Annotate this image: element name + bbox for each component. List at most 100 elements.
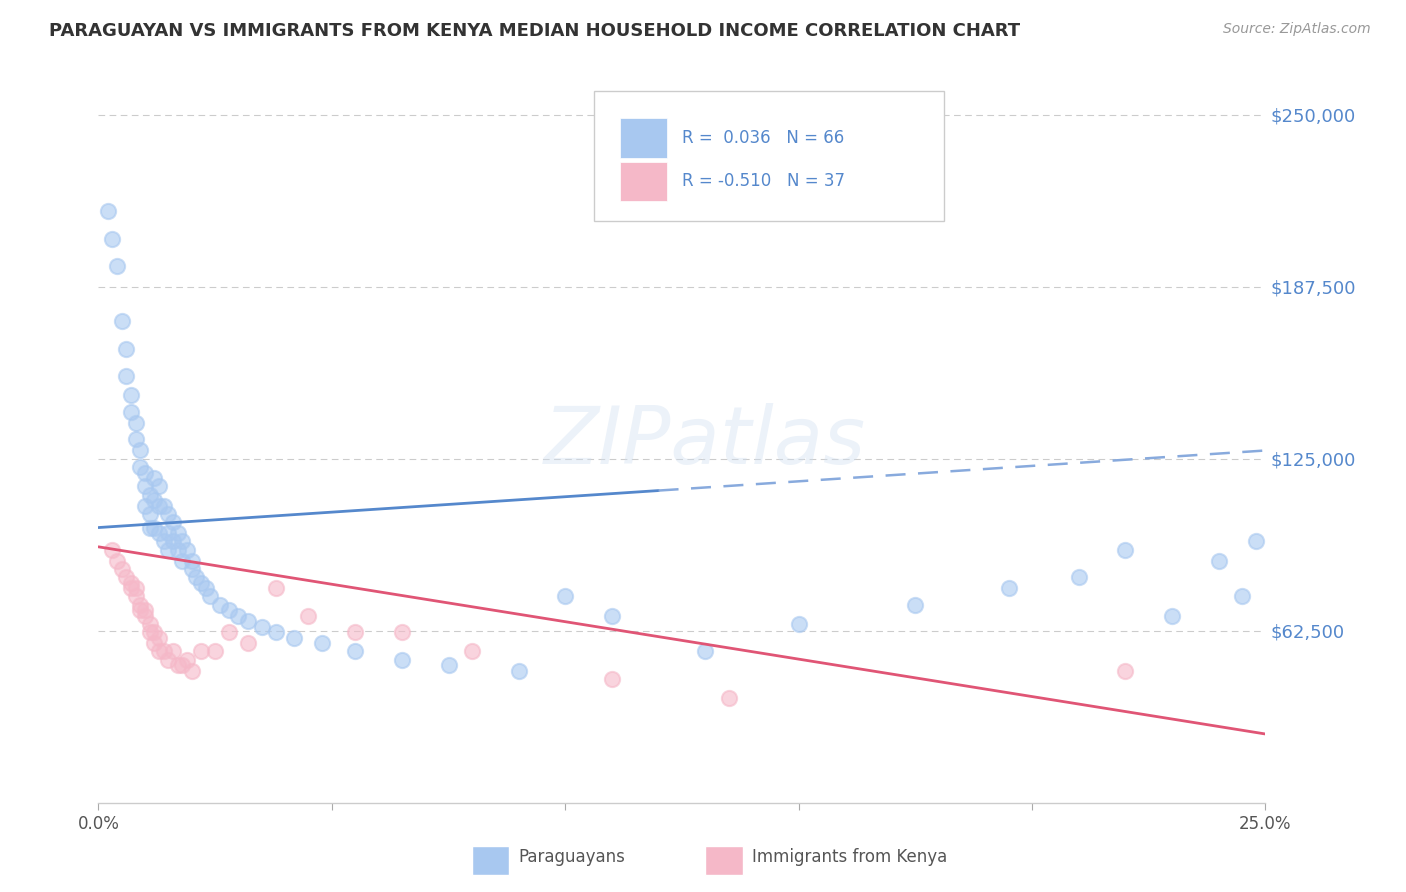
Point: [111, 562, 134, 576]
Point: [120, 575, 142, 590]
Point: [120, 388, 142, 402]
Point: [143, 625, 166, 640]
Text: Immigrants from Kenya: Immigrants from Kenya: [752, 848, 948, 866]
Point: [125, 416, 148, 430]
Point: [180, 562, 202, 576]
Point: [190, 575, 212, 590]
Point: [148, 644, 170, 658]
Point: [600, 608, 623, 623]
Point: [461, 644, 484, 658]
Point: [264, 625, 287, 640]
Point: [997, 581, 1019, 595]
Point: [176, 542, 198, 557]
Point: [129, 443, 152, 458]
Point: [101, 231, 124, 245]
Point: [1161, 608, 1184, 623]
Point: [176, 653, 198, 667]
Point: [391, 653, 413, 667]
Point: [787, 616, 810, 631]
Point: [190, 644, 212, 658]
Point: [139, 520, 162, 534]
Bar: [706, 847, 742, 875]
Point: [134, 479, 156, 493]
Point: [129, 460, 152, 475]
Point: [157, 507, 180, 521]
Point: [166, 658, 188, 673]
Point: [143, 636, 166, 650]
Point: [1067, 570, 1090, 584]
Point: [283, 631, 305, 645]
Point: [134, 499, 156, 513]
Point: [554, 590, 576, 604]
Point: [139, 625, 162, 640]
Point: [311, 636, 333, 650]
Point: [1114, 664, 1136, 678]
Point: [186, 570, 208, 584]
Point: [228, 608, 250, 623]
Point: [148, 499, 170, 513]
Point: [152, 499, 174, 513]
Point: [120, 405, 142, 419]
Point: [129, 603, 152, 617]
Point: [148, 631, 170, 645]
Point: [105, 259, 128, 273]
Point: [172, 553, 194, 567]
Point: [162, 644, 184, 658]
Text: Paraguayans: Paraguayans: [519, 848, 626, 866]
Point: [218, 603, 240, 617]
Point: [1114, 542, 1136, 557]
Point: [250, 620, 273, 634]
Point: [344, 644, 367, 658]
Point: [166, 526, 188, 541]
Point: [97, 204, 120, 219]
Point: [180, 553, 202, 567]
Point: [125, 581, 148, 595]
Point: [148, 479, 170, 493]
Point: [172, 534, 194, 549]
Point: [152, 644, 174, 658]
Point: [162, 534, 184, 549]
Point: [120, 581, 142, 595]
Point: [600, 672, 623, 686]
Point: [125, 590, 148, 604]
Point: [105, 553, 128, 567]
Point: [264, 581, 287, 595]
Bar: [620, 119, 666, 158]
Point: [139, 507, 162, 521]
Point: [1230, 590, 1253, 604]
Point: [143, 493, 166, 508]
Bar: [472, 847, 509, 875]
Text: R = -0.510   N = 37: R = -0.510 N = 37: [682, 172, 845, 190]
Point: [162, 515, 184, 529]
Point: [717, 691, 740, 706]
Point: [134, 466, 156, 480]
Text: PARAGUAYAN VS IMMIGRANTS FROM KENYA MEDIAN HOUSEHOLD INCOME CORRELATION CHART: PARAGUAYAN VS IMMIGRANTS FROM KENYA MEDI…: [49, 22, 1021, 40]
Point: [391, 625, 413, 640]
Point: [236, 636, 259, 650]
Bar: [620, 161, 666, 202]
Point: [204, 644, 226, 658]
Point: [134, 603, 156, 617]
Point: [1244, 534, 1267, 549]
Point: [172, 658, 194, 673]
Point: [139, 487, 162, 501]
Point: [115, 369, 138, 384]
Text: ZIPatlas: ZIPatlas: [544, 402, 866, 481]
Point: [134, 608, 156, 623]
Point: [157, 526, 180, 541]
Point: [166, 542, 188, 557]
Text: R =  0.036   N = 66: R = 0.036 N = 66: [682, 129, 844, 147]
Point: [115, 342, 138, 356]
Point: [194, 581, 217, 595]
FancyBboxPatch shape: [595, 91, 945, 221]
Point: [125, 433, 148, 447]
Point: [101, 542, 124, 557]
Point: [111, 314, 134, 328]
Point: [180, 664, 202, 678]
Point: [115, 570, 138, 584]
Y-axis label: Median Household Income: Median Household Income: [0, 340, 7, 543]
Point: [218, 625, 240, 640]
Point: [236, 614, 259, 628]
Point: [208, 598, 231, 612]
Point: [157, 653, 180, 667]
